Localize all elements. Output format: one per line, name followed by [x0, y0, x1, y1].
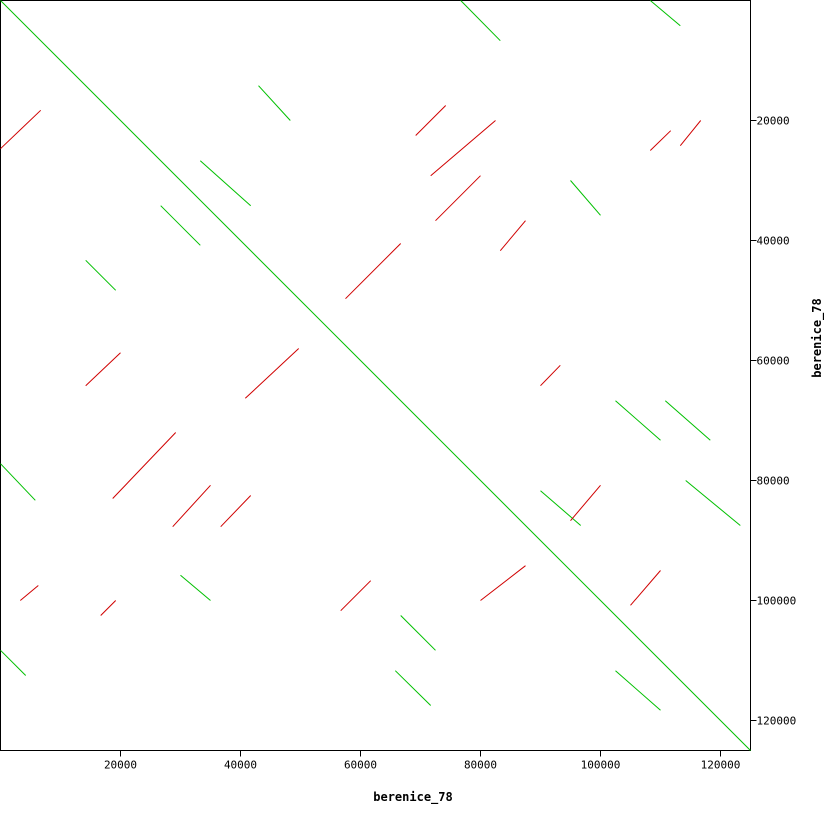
match-segment — [394, 670, 432, 706]
match-segment — [340, 580, 372, 612]
match-segment — [180, 574, 211, 601]
match-segment — [570, 180, 601, 216]
y-tick-label: 80000 — [757, 475, 790, 488]
x-tick-label: 100000 — [581, 759, 621, 772]
match-segment — [649, 130, 672, 151]
match-segment — [0, 109, 42, 150]
match-segment — [480, 565, 526, 601]
match-segment — [0, 463, 36, 501]
match-segment — [685, 480, 741, 526]
x-tick-label: 80000 — [464, 759, 497, 772]
match-segment — [345, 243, 402, 300]
match-segment — [540, 490, 582, 526]
match-segment — [112, 432, 177, 499]
match-segment — [460, 0, 501, 42]
match-segment — [570, 484, 601, 522]
match-segment — [430, 120, 496, 177]
match-segment — [258, 85, 291, 121]
y-tick-label: 120000 — [757, 715, 797, 728]
match-segment — [244, 348, 300, 399]
y-axis-title: berenice_78 — [810, 298, 825, 377]
match-segment — [615, 670, 661, 711]
y-tick-label: 100000 — [757, 595, 797, 608]
x-tick-label: 20000 — [104, 759, 137, 772]
match-segment — [100, 600, 117, 616]
match-segment — [499, 220, 526, 252]
match-segment — [540, 364, 561, 387]
match-segment — [160, 205, 201, 246]
match-segment — [85, 259, 117, 291]
match-segment — [435, 175, 481, 222]
match-segment — [415, 105, 447, 136]
match-segment — [19, 585, 39, 601]
match-segment — [400, 615, 436, 651]
x-axis-title: berenice_78 — [373, 790, 452, 805]
match-segment — [220, 495, 252, 528]
match-segment — [630, 570, 661, 606]
x-tick-label: 120000 — [701, 759, 741, 772]
match-segment — [85, 352, 121, 387]
y-tick-label: 60000 — [757, 355, 790, 368]
match-segment — [0, 0, 751, 751]
match-segment — [0, 649, 27, 676]
match-segment — [679, 120, 702, 147]
match-segment — [172, 484, 211, 528]
match-segment — [664, 400, 711, 441]
x-tick-label: 60000 — [344, 759, 377, 772]
y-tick-label: 20000 — [757, 115, 790, 128]
y-tick-label: 40000 — [757, 235, 790, 248]
match-segment — [649, 0, 681, 27]
x-tick-label: 40000 — [224, 759, 257, 772]
match-segment — [615, 400, 661, 441]
match-segment — [199, 160, 252, 207]
